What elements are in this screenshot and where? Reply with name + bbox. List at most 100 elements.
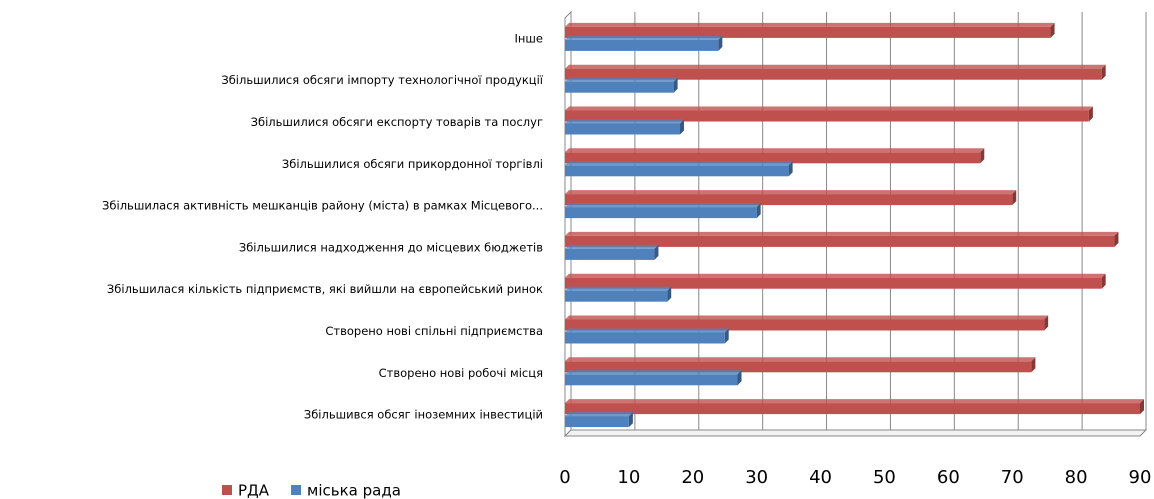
bar (565, 328, 729, 344)
y-tick-label: Інше (514, 31, 543, 45)
y-tick-label: Збільшилися надходження до місцевих бюдж… (239, 240, 543, 254)
bar-side (628, 412, 633, 428)
x-tick-label: 10 (617, 467, 640, 488)
bar-side (718, 35, 723, 51)
x-tick-label: 50 (873, 467, 896, 488)
bar-face (565, 374, 738, 386)
bar (565, 399, 1144, 415)
legend-swatch (291, 485, 302, 495)
bar-top (565, 22, 1055, 27)
bar-face (565, 290, 668, 302)
bar-side (724, 328, 729, 344)
bar-face (565, 277, 1102, 289)
bar-side (673, 77, 678, 93)
y-tick-label: Збільшилися обсяги експорту товарів та п… (251, 115, 543, 129)
bar (565, 273, 1106, 289)
bar (565, 106, 1093, 122)
y-tick-label: Збільшилася кількість підприємств, які в… (107, 282, 543, 296)
bar-face (565, 319, 1045, 331)
bar-top (565, 35, 723, 40)
bar-side (1050, 22, 1055, 38)
bar-side (680, 119, 684, 135)
bar-top (565, 161, 793, 166)
bar (565, 357, 1036, 373)
bar-top (565, 328, 729, 333)
bar-top (565, 412, 633, 417)
bar (565, 22, 1055, 38)
bar-face (565, 152, 981, 164)
bar-face (565, 68, 1102, 80)
y-tick-label: Збільшилися обсяги імпорту технологічної… (221, 73, 543, 87)
bar-face (565, 165, 789, 177)
bar-face (565, 235, 1115, 247)
x-tick-label: 40 (809, 467, 832, 488)
x-tick-label: 20 (681, 467, 704, 488)
bar (565, 77, 678, 93)
y-tick-label: Збільшилася активність мешканців району … (102, 199, 543, 213)
bar-top (565, 273, 1106, 278)
bar (565, 412, 633, 428)
bar (565, 148, 985, 164)
bar-top (565, 244, 659, 249)
bar-face (565, 194, 1013, 206)
bar-side (788, 161, 793, 177)
bar-face (565, 403, 1140, 415)
bar-side (980, 148, 985, 164)
x-tick-label: 0 (559, 467, 570, 488)
legend-label: РДА (238, 482, 270, 499)
bar (565, 231, 1119, 247)
x-tick-label: 80 (1065, 467, 1088, 488)
bar-top (565, 148, 985, 153)
bar-face (565, 416, 629, 428)
bar-face (565, 248, 655, 260)
bar (565, 190, 1017, 206)
bar-side (654, 244, 659, 260)
bar-side (1140, 399, 1144, 415)
bar-side (1044, 315, 1049, 331)
bar-side (667, 286, 672, 302)
bar-side (1088, 106, 1093, 122)
floor (563, 429, 1148, 437)
x-tick-label: 70 (1001, 467, 1024, 488)
bar-face (565, 26, 1051, 38)
bar-top (565, 119, 684, 124)
bar-face (565, 39, 719, 51)
x-tick-label: 90 (1129, 467, 1152, 488)
bar-top (565, 64, 1106, 69)
legend-label: міська рада (307, 482, 401, 499)
bar-face (565, 123, 680, 135)
y-tick-label: Створено нові робочі місця (379, 366, 543, 380)
bar (565, 315, 1049, 331)
bar-face (565, 81, 674, 93)
bar-side (1101, 273, 1106, 289)
bar-side (737, 370, 742, 386)
bar-top (565, 231, 1119, 236)
bar (565, 35, 723, 51)
bar-side (756, 203, 761, 219)
bar-face (565, 207, 757, 219)
bar-side (1114, 231, 1119, 247)
bar-top (565, 190, 1017, 195)
bar-top (565, 315, 1049, 320)
bar (565, 161, 793, 177)
bar (565, 64, 1106, 80)
legend-swatch (222, 485, 232, 495)
bar (565, 370, 742, 386)
bar (565, 119, 684, 135)
bar-face (565, 110, 1089, 122)
bar-face (565, 361, 1032, 373)
bar-top (565, 357, 1036, 362)
bar-top (565, 399, 1144, 404)
y-tick-label: Створено нові спільні підприємства (325, 324, 543, 338)
bar-top (565, 286, 672, 291)
bar (565, 203, 761, 219)
bar-side (1101, 64, 1106, 80)
bar-top (565, 106, 1093, 111)
y-tick-label: Збільшився обсяг іноземних інвестицій (304, 408, 543, 422)
bar-top (565, 203, 761, 208)
bar (565, 286, 672, 302)
bar (565, 244, 659, 260)
y-tick-label: Збільшилися обсяги прикордонної торгівлі (282, 157, 543, 171)
bar-top (565, 77, 678, 82)
